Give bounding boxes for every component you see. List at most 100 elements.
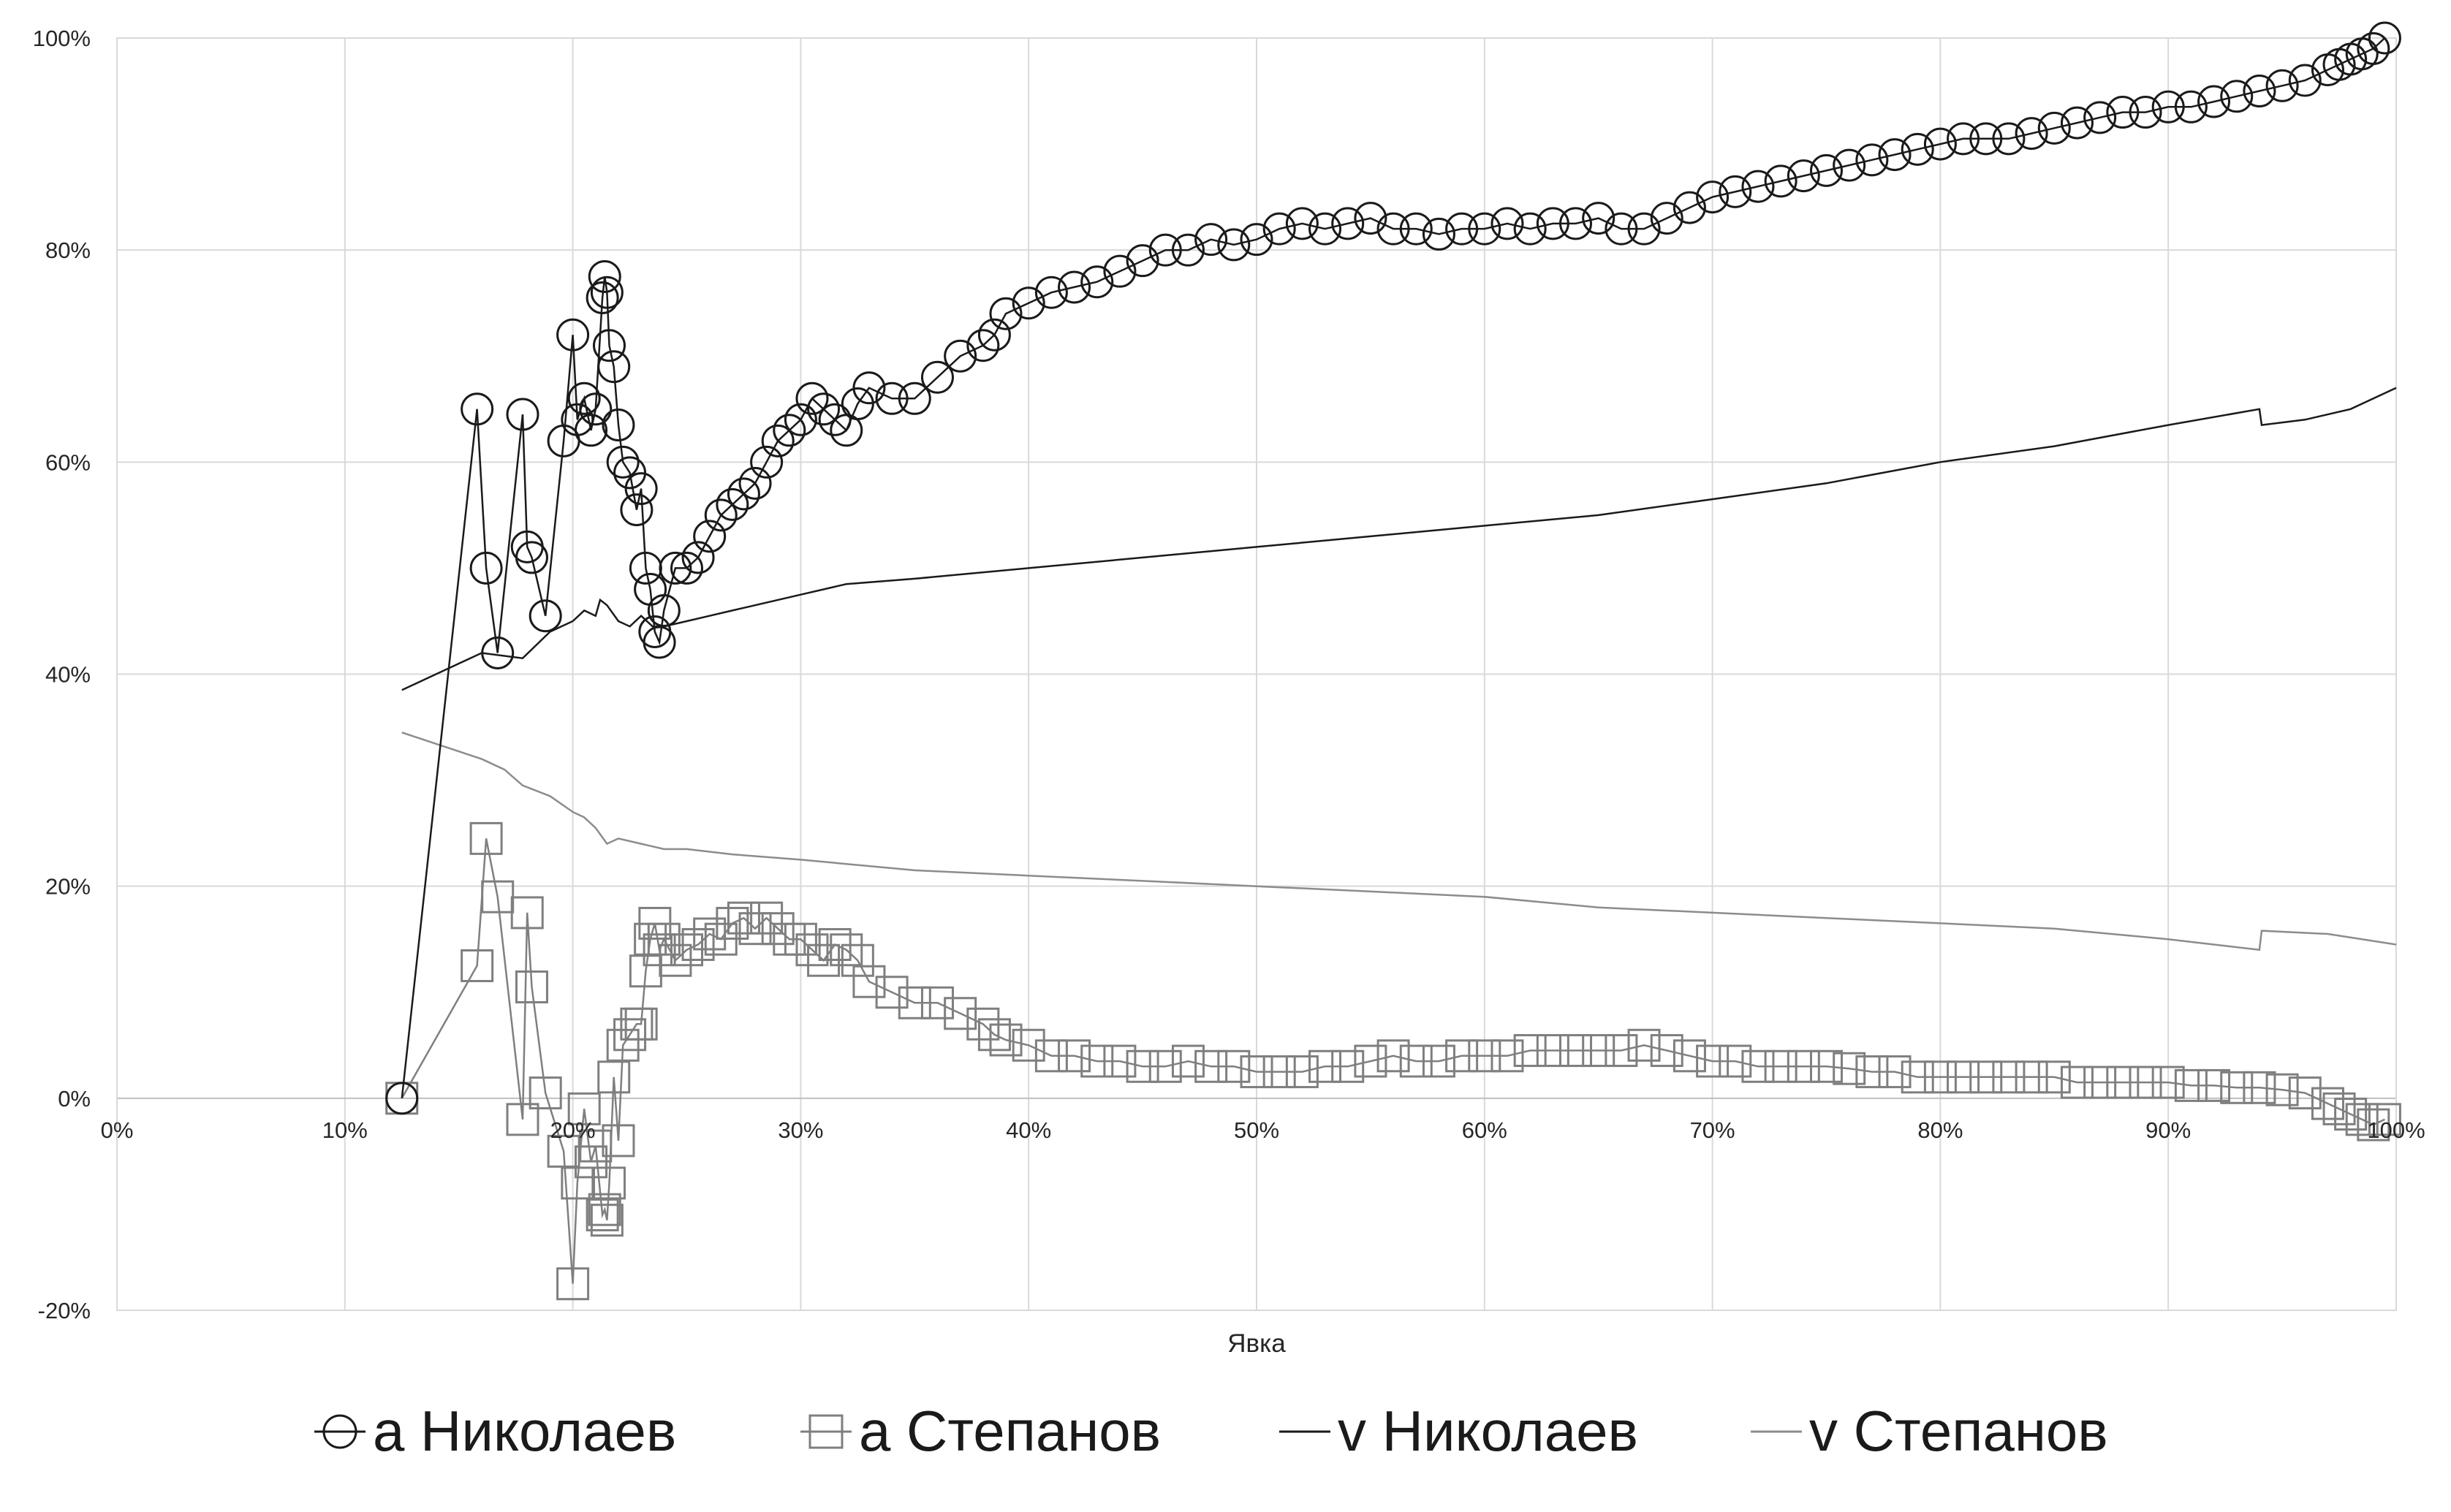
legend-label: a Степанов	[859, 1399, 1161, 1463]
data-point-circle	[2220, 80, 2254, 113]
data-point-circle	[738, 466, 772, 500]
data-point-square	[1012, 1028, 1045, 1062]
data-point-square	[738, 912, 772, 946]
data-point-square	[2220, 1071, 2254, 1104]
x-axis-title: Явка	[1227, 1329, 1286, 1358]
data-point-circle	[556, 318, 590, 352]
data-point-square	[1331, 1049, 1365, 1083]
data-point-square	[647, 922, 681, 956]
data-point-circle	[469, 551, 503, 585]
data-point-square	[1901, 1060, 1934, 1094]
data-point-circle	[1490, 207, 1524, 240]
data-point-square	[606, 1028, 640, 1062]
data-point-circle	[1650, 202, 1683, 235]
data-point-square	[1217, 1049, 1251, 1083]
x-tick-label: 60%	[1462, 1117, 1507, 1143]
data-point-circle	[567, 381, 601, 415]
data-point-square	[693, 917, 727, 951]
data-point-circle	[1582, 202, 1615, 235]
data-point-square	[1833, 1052, 1866, 1085]
data-point-square	[2106, 1065, 2140, 1099]
x-tick-label: 40%	[1006, 1117, 1051, 1143]
data-point-circle	[807, 392, 841, 426]
data-point-circle	[1012, 286, 1045, 320]
legend-marker-square	[808, 1414, 844, 1449]
data-point-square	[944, 997, 977, 1030]
data-point-circle	[597, 350, 631, 384]
data-point-circle	[693, 520, 727, 553]
data-point-circle	[1240, 223, 1273, 257]
data-point-circle	[529, 599, 562, 633]
data-point-circle	[1285, 207, 1319, 240]
data-point-square	[1354, 1044, 1387, 1078]
series-line	[401, 732, 2397, 951]
x-tick-label: 30%	[778, 1117, 823, 1143]
data-point-square	[1605, 1034, 1638, 1068]
data-point-circle	[481, 636, 515, 669]
data-point-circle	[966, 329, 1000, 362]
data-point-circle	[784, 403, 817, 436]
data-point-square	[2322, 1092, 2356, 1125]
series-2	[401, 387, 2397, 691]
data-point-circle	[2037, 111, 2071, 145]
data-point-square	[761, 912, 795, 946]
data-point-circle	[920, 360, 954, 394]
data-point-circle	[750, 445, 784, 479]
data-point-circle	[818, 403, 852, 436]
data-point-square	[977, 1018, 1011, 1052]
y-axis: -20% 0% 20% 40% 60% 80% 100%	[33, 26, 91, 1323]
data-point-circle	[643, 626, 676, 659]
data-point-circle	[1559, 207, 1593, 240]
data-point-circle	[2174, 90, 2208, 124]
data-point-circle	[592, 329, 626, 362]
data-point-square	[590, 1204, 624, 1237]
data-point-circle	[579, 392, 613, 426]
series-line	[401, 838, 2385, 1284]
data-point-circle	[1126, 244, 1159, 278]
data-point-circle	[1627, 212, 1661, 246]
data-point-square	[2357, 1108, 2390, 1141]
data-point-square	[1103, 1044, 1137, 1078]
data-point-circle	[1992, 122, 2026, 156]
data-point-circle	[385, 1082, 419, 1115]
data-point-circle	[461, 392, 494, 426]
data-point-circle	[1171, 233, 1205, 267]
data-point-circle	[1262, 212, 1296, 246]
data-point-circle	[1969, 122, 2003, 156]
data-point-square	[1194, 1049, 1228, 1083]
series-0	[385, 21, 2401, 1115]
data-point-circle	[977, 318, 1011, 352]
data-point-circle	[1696, 181, 1730, 214]
data-point-circle	[670, 551, 703, 585]
series-layer	[385, 21, 2401, 1301]
data-point-square	[1126, 1049, 1159, 1083]
data-point-circle	[2357, 32, 2390, 66]
data-point-circle	[2106, 96, 2140, 129]
series-line	[401, 387, 2397, 691]
y-tick-label: 40%	[45, 662, 91, 688]
data-point-circle	[606, 445, 640, 479]
data-point-square	[2334, 1098, 2368, 1131]
legend-label: v Степанов	[1809, 1399, 2108, 1463]
data-point-square	[989, 1023, 1023, 1057]
y-tick-label: 20%	[45, 874, 91, 900]
x-tick-label: 80%	[1917, 1117, 1963, 1143]
data-point-circle	[620, 493, 654, 527]
data-point-square	[567, 1092, 601, 1125]
data-point-square	[2015, 1060, 2048, 1094]
data-point-square	[2345, 1103, 2379, 1136]
data-point-square	[1855, 1055, 1889, 1089]
data-point-square	[1696, 1044, 1730, 1078]
data-point-square	[1810, 1049, 1843, 1083]
data-point-square	[2288, 1076, 2322, 1110]
data-point-circle	[624, 472, 658, 506]
data-point-square	[830, 933, 863, 967]
x-tick-label: 0%	[101, 1117, 134, 1143]
x-axis: 0% 10% 20% 30% 40% 50% 60% 70% 80% 90% 100%	[101, 1117, 2425, 1143]
data-point-square	[2037, 1060, 2071, 1094]
legend-label: v Николаев	[1338, 1399, 1638, 1463]
data-point-circle	[1217, 228, 1251, 262]
data-point-circle	[1194, 223, 1228, 257]
data-point-square	[586, 1198, 619, 1231]
